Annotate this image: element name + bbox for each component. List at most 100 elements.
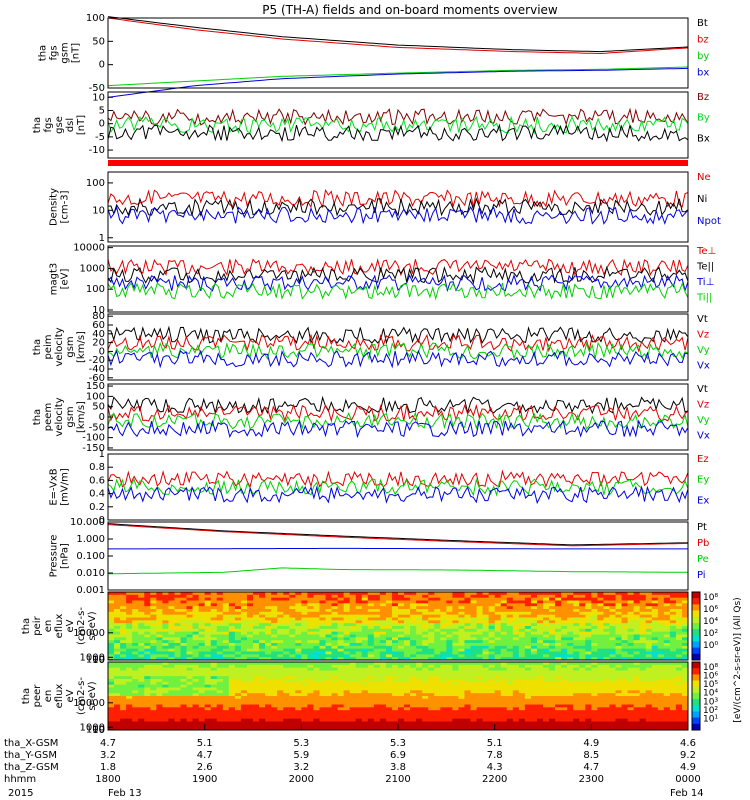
spectrogram-cell	[174, 679, 181, 683]
spectrogram-cell	[500, 684, 508, 688]
spectrogram-cell	[391, 690, 399, 694]
spectrogram-cell	[174, 657, 181, 661]
spectrogram-cell	[162, 701, 169, 705]
spectrogram-cell	[198, 670, 206, 674]
spectrogram-cell	[216, 628, 224, 633]
spectrogram-cell	[289, 657, 296, 661]
spectrogram-cell	[482, 637, 490, 641]
spectrogram-cell	[138, 698, 145, 703]
spectrogram-cell	[373, 628, 381, 633]
spectrogram-cell	[277, 704, 284, 708]
spectrogram-cell	[355, 606, 363, 610]
spectrogram-cell	[428, 681, 435, 686]
spectrogram-cell	[669, 710, 677, 714]
spectrogram-cell	[591, 611, 598, 616]
spectrogram-cell	[246, 727, 254, 731]
spectrogram-cell	[536, 628, 544, 633]
spectrogram-cell	[434, 704, 441, 708]
spectrogram-cell	[253, 597, 260, 601]
spectrogram-cell	[126, 681, 133, 686]
spectrogram-cell	[549, 693, 556, 697]
spectrogram-cell	[265, 687, 272, 691]
spectrogram-cell	[162, 606, 169, 610]
spectrogram-cell	[265, 594, 272, 599]
spectrogram-cell	[567, 617, 574, 621]
spectrogram-cell	[355, 651, 363, 655]
spectrogram-cell	[428, 718, 435, 722]
spectrogram-cell	[114, 713, 121, 717]
spectrogram-cell	[132, 698, 139, 703]
spectrogram-cell	[597, 628, 604, 633]
spectrogram-cell	[186, 713, 193, 717]
spectrogram-cell	[156, 637, 163, 641]
spectrogram-cell	[385, 724, 393, 728]
spectrogram-cell	[470, 640, 477, 644]
y-tick-label: -50	[89, 83, 105, 94]
spectrogram-cell	[253, 727, 260, 731]
spectrogram-cell	[561, 710, 568, 714]
spectrogram-cell	[675, 643, 683, 647]
spectrogram-cell	[518, 600, 526, 604]
spectrogram-cell	[609, 673, 616, 677]
spectrogram-cell	[150, 710, 157, 714]
spectrogram-cell	[470, 620, 477, 624]
spectrogram-cell	[440, 681, 447, 686]
spectrogram-cell	[228, 698, 236, 703]
spectrogram-cell	[645, 637, 653, 641]
spectrogram-cell	[289, 611, 296, 616]
spectrogram-cell	[621, 631, 628, 635]
spectrogram-cell	[615, 603, 622, 607]
spectrogram-cell	[512, 684, 520, 688]
spectrogram-cell	[530, 592, 538, 596]
spectrogram-cell	[343, 617, 351, 621]
spectrogram-cell	[168, 724, 175, 728]
spectrogram-cell	[361, 704, 369, 708]
spectrogram-cell	[398, 592, 405, 596]
spectrogram-cell	[259, 643, 266, 647]
spectrogram-cell	[681, 670, 689, 674]
spectrogram-cell	[488, 713, 496, 717]
spectrogram-cell	[524, 664, 532, 669]
spectrogram-cell	[458, 592, 465, 596]
spectrogram-cell	[621, 620, 628, 624]
spectrogram-cell	[313, 600, 320, 604]
spectrogram-cell	[295, 617, 302, 621]
spectrogram-cell	[422, 628, 429, 633]
spectrogram-cell	[543, 690, 550, 694]
spectrogram-cell	[265, 679, 272, 683]
spectrogram-cell	[603, 676, 610, 680]
spectrogram-cell	[234, 670, 242, 674]
spectrogram-cell	[452, 673, 459, 677]
spectrogram-cell	[536, 614, 544, 618]
spectrogram-cell	[222, 637, 230, 641]
spectrogram-cell	[186, 698, 193, 703]
spectrogram-cell	[675, 606, 683, 610]
spectrogram-cell	[524, 606, 532, 610]
spectrogram-cell	[410, 600, 417, 604]
colorbar-segment	[692, 717, 700, 725]
spectrogram-cell	[651, 600, 659, 604]
spectrogram-cell	[651, 597, 659, 601]
spectrogram-cell	[379, 628, 387, 633]
spectrogram-cell	[609, 603, 616, 607]
spectrogram-cell	[150, 701, 157, 705]
spectrogram-cell	[470, 679, 477, 683]
spectrogram-cell	[379, 718, 387, 722]
spectrogram-cell	[259, 664, 266, 669]
spectrogram-cell	[385, 611, 393, 616]
spectrogram-cell	[561, 654, 568, 658]
spectrogram-cell	[361, 592, 369, 596]
spectrogram-cell	[591, 628, 598, 633]
spectrogram-cell	[476, 651, 483, 655]
spectrogram-cell	[398, 651, 405, 655]
spectrogram-cell	[410, 606, 417, 610]
spectrogram-cell	[410, 715, 417, 720]
spectrogram-cell	[518, 651, 526, 655]
spectrogram-cell	[162, 698, 169, 703]
spectrogram-cell	[367, 611, 375, 616]
spectrogram-cell	[277, 690, 284, 694]
spectrogram-cell	[198, 623, 206, 627]
spectrogram-cell	[198, 718, 206, 722]
spectrogram-cell	[192, 597, 200, 601]
spectrogram-cell	[216, 662, 224, 666]
